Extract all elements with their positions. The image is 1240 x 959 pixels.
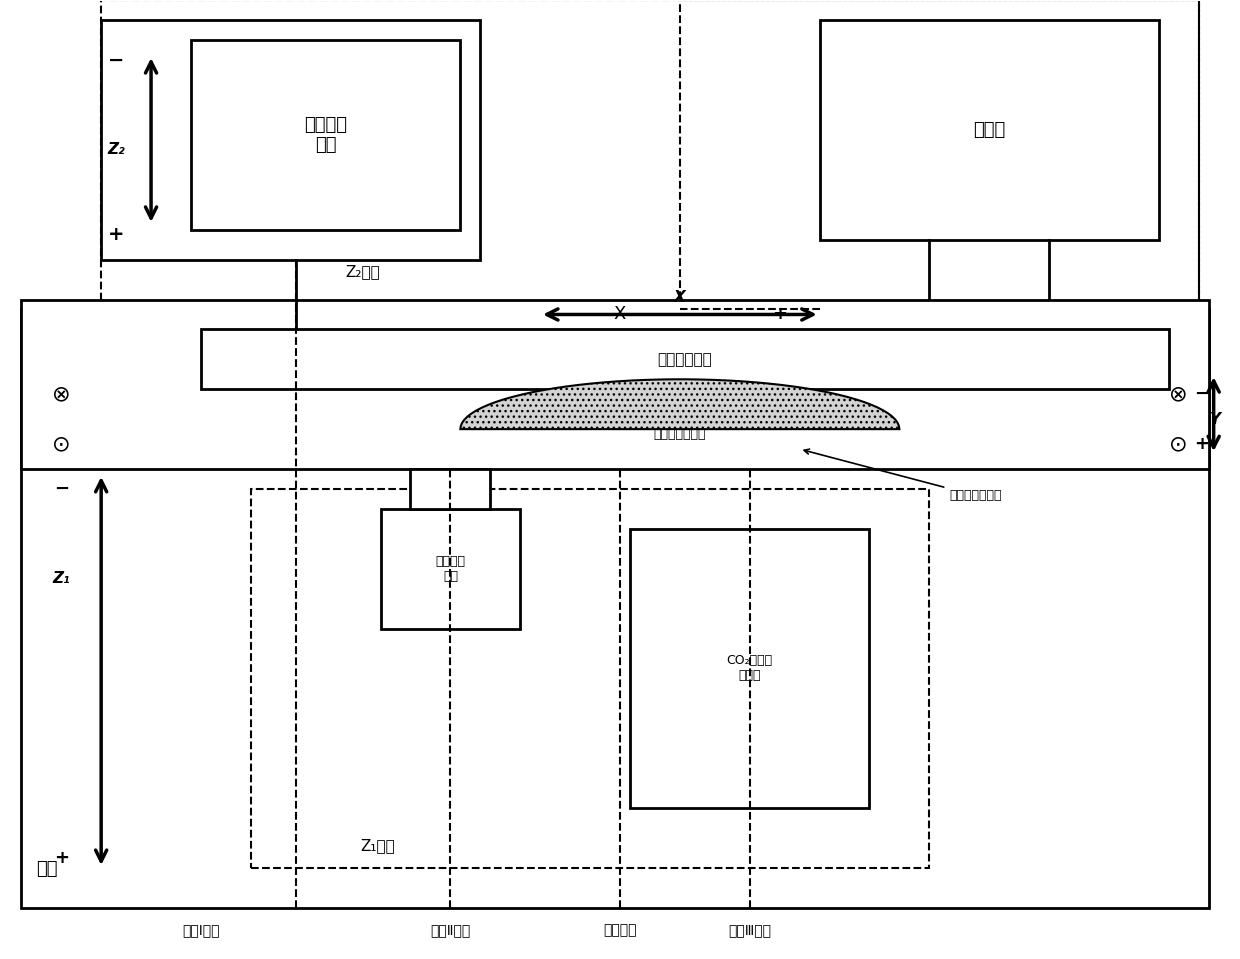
Text: +: +	[1194, 435, 1209, 453]
FancyBboxPatch shape	[21, 310, 1209, 908]
Text: 二维运动平台: 二维运动平台	[657, 352, 712, 367]
Text: ⊗: ⊗	[1169, 385, 1188, 405]
Text: −: −	[53, 480, 68, 498]
Text: Z₂平台: Z₂平台	[346, 265, 381, 280]
FancyBboxPatch shape	[381, 509, 521, 628]
Text: Y: Y	[1209, 411, 1220, 427]
Text: ⊙: ⊙	[1169, 434, 1188, 455]
Text: 计算机: 计算机	[973, 121, 1006, 139]
Text: 基座: 基座	[36, 860, 58, 877]
Text: 光学元件出光面: 光学元件出光面	[804, 449, 1002, 502]
Text: ⊙: ⊙	[52, 434, 71, 455]
Text: −: −	[108, 51, 124, 70]
Text: 紫外激光
系统: 紫外激光 系统	[304, 116, 347, 154]
Text: 工位Ⅱ零点: 工位Ⅱ零点	[430, 923, 470, 937]
Text: +: +	[108, 225, 124, 245]
FancyBboxPatch shape	[102, 20, 480, 260]
Text: X: X	[675, 290, 686, 305]
FancyBboxPatch shape	[201, 330, 1169, 389]
FancyBboxPatch shape	[630, 528, 869, 808]
Text: +: +	[773, 306, 787, 323]
Text: X: X	[568, 306, 672, 323]
Text: −: −	[1194, 386, 1209, 403]
Text: 工位Ⅲ零点: 工位Ⅲ零点	[728, 923, 771, 937]
Text: 显微检测
系统: 显微检测 系统	[435, 554, 465, 583]
FancyBboxPatch shape	[410, 469, 490, 509]
Text: Z₁平台: Z₁平台	[361, 838, 396, 853]
PathPatch shape	[460, 380, 899, 429]
FancyBboxPatch shape	[21, 299, 1209, 469]
Text: 熔石英光学元件: 熔石英光学元件	[653, 428, 706, 440]
Text: Z₁: Z₁	[52, 572, 71, 586]
Text: +: +	[53, 849, 68, 867]
Text: 机床零点: 机床零点	[603, 923, 637, 937]
Text: −: −	[613, 306, 627, 323]
FancyBboxPatch shape	[820, 20, 1159, 240]
Text: ⊗: ⊗	[52, 385, 71, 405]
Text: 工位Ⅰ零点: 工位Ⅰ零点	[182, 923, 219, 937]
FancyBboxPatch shape	[889, 310, 1089, 339]
Text: Z₂: Z₂	[108, 143, 125, 157]
Text: CO₂红外激
光系统: CO₂红外激 光系统	[727, 654, 773, 683]
FancyBboxPatch shape	[191, 40, 460, 230]
